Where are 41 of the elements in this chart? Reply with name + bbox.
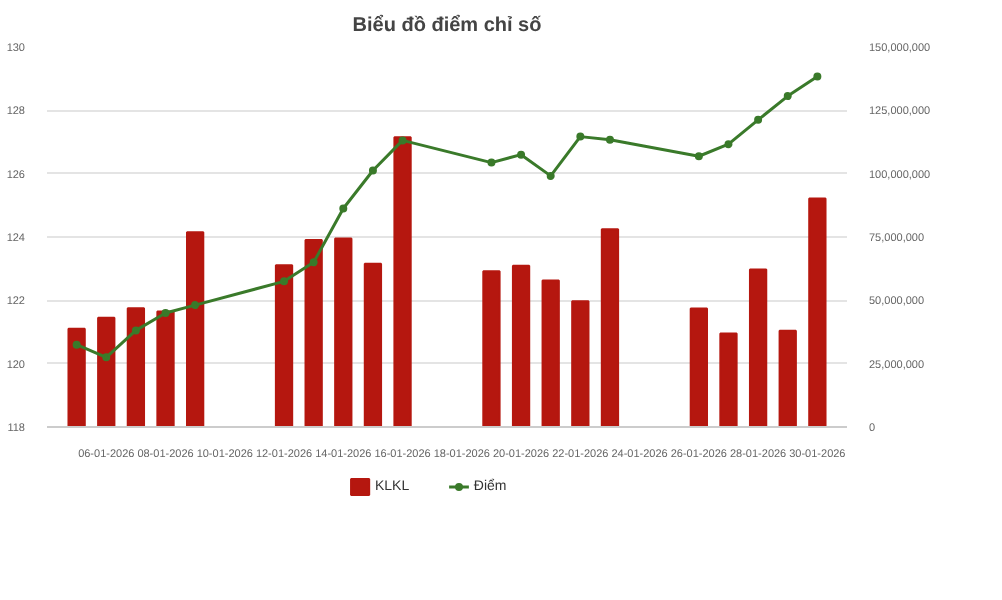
point [754, 115, 763, 124]
point [102, 353, 111, 362]
point [783, 92, 792, 101]
point [309, 258, 318, 267]
point [398, 136, 407, 145]
bar [67, 327, 86, 427]
point [191, 301, 200, 310]
bar [511, 264, 531, 427]
point [161, 309, 170, 317]
bar [393, 136, 412, 427]
bar [541, 279, 560, 427]
point [546, 171, 555, 180]
bar [363, 262, 383, 427]
bar [689, 307, 708, 427]
point [339, 204, 348, 213]
point [368, 166, 377, 175]
chart-title: Biểu đồ điểm chỉ số [352, 13, 542, 37]
point [813, 72, 822, 81]
bar [808, 197, 827, 427]
bar [778, 329, 797, 427]
bar [186, 231, 205, 427]
point [280, 277, 289, 286]
point [487, 158, 496, 167]
point [724, 140, 733, 149]
point [517, 150, 526, 159]
bar [304, 239, 323, 427]
point [694, 152, 703, 161]
point [131, 326, 140, 335]
bar [126, 307, 146, 427]
bar [482, 270, 501, 427]
bar [600, 228, 620, 427]
point [576, 132, 585, 141]
point [72, 340, 81, 349]
bar [748, 268, 768, 427]
bar [334, 237, 353, 427]
bar [156, 310, 175, 427]
point [605, 135, 614, 144]
bar [719, 332, 738, 427]
bar [274, 264, 294, 427]
bar [571, 300, 590, 427]
bar [97, 316, 116, 427]
